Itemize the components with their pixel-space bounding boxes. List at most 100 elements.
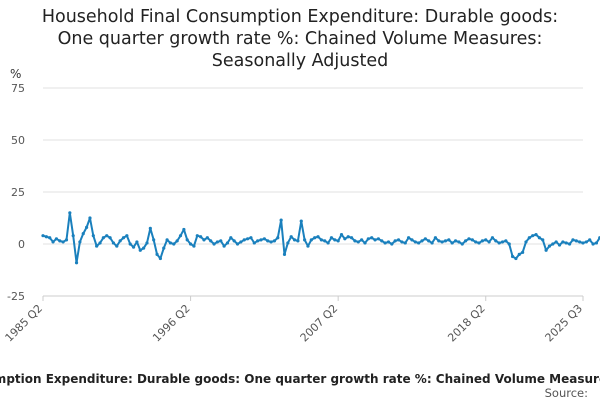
data-point xyxy=(447,238,451,242)
y-axis-ticks: 75 50 25 0 -25 xyxy=(7,82,25,303)
data-point xyxy=(453,239,458,243)
data-point xyxy=(403,241,407,245)
data-point xyxy=(396,238,401,242)
data-point xyxy=(61,240,65,244)
data-point xyxy=(205,236,209,240)
data-point xyxy=(423,237,427,241)
data-point xyxy=(313,236,317,240)
data-point xyxy=(88,216,92,220)
data-point xyxy=(336,239,340,243)
data-point xyxy=(561,240,565,244)
data-point xyxy=(504,239,508,243)
data-point xyxy=(487,240,491,244)
data-point xyxy=(48,236,52,240)
footer-source: Source: xyxy=(544,386,588,400)
chart-title-line-2: One quarter growth rate %: Chained Volum… xyxy=(57,29,543,49)
data-point xyxy=(292,238,297,242)
data-point xyxy=(366,237,370,241)
data-point xyxy=(534,233,538,237)
data-point xyxy=(252,241,256,245)
data-point xyxy=(142,246,146,250)
data-point xyxy=(383,241,387,245)
data-point xyxy=(500,240,505,244)
gridlines xyxy=(43,87,583,245)
data-point xyxy=(430,241,434,245)
data-point xyxy=(343,237,347,241)
data-point xyxy=(121,236,126,240)
data-point xyxy=(296,239,300,243)
data-point xyxy=(54,237,59,241)
data-point xyxy=(457,240,461,244)
x-tick-label: 2025 Q3 xyxy=(543,302,586,345)
data-point xyxy=(360,238,364,242)
y-tick-label: 50 xyxy=(11,134,25,147)
data-point xyxy=(386,240,391,244)
data-point xyxy=(309,238,313,242)
data-point xyxy=(527,236,531,240)
data-point xyxy=(262,237,266,241)
data-point xyxy=(591,242,595,246)
data-point xyxy=(64,238,69,242)
data-point xyxy=(81,232,85,236)
data-point xyxy=(450,241,454,245)
data-point xyxy=(235,242,240,246)
data-point xyxy=(497,241,501,245)
data-point xyxy=(490,236,495,240)
data-point xyxy=(118,239,122,243)
data-point xyxy=(346,235,350,239)
data-point xyxy=(380,239,384,243)
data-point xyxy=(188,242,193,246)
data-point xyxy=(279,218,283,222)
x-tick-label: 2018 Q2 xyxy=(445,302,488,345)
data-point xyxy=(480,239,484,243)
data-point xyxy=(178,234,183,238)
data-point xyxy=(537,236,542,240)
data-point xyxy=(91,234,95,238)
data-point xyxy=(306,244,310,248)
data-point xyxy=(547,244,552,248)
data-point xyxy=(232,239,236,243)
data-point xyxy=(437,239,441,243)
y-axis-unit-label: % xyxy=(10,67,21,81)
x-tick-label: 2007 Q2 xyxy=(298,302,341,345)
data-point xyxy=(349,236,354,240)
data-point xyxy=(581,241,585,245)
data-point xyxy=(158,256,162,261)
data-point xyxy=(551,242,555,246)
data-point xyxy=(494,239,498,243)
data-point xyxy=(356,240,360,244)
data-point xyxy=(329,236,334,240)
data-point xyxy=(209,239,213,243)
data-point xyxy=(571,238,575,242)
data-point xyxy=(111,241,116,245)
data-point xyxy=(135,240,139,244)
data-point xyxy=(376,237,380,241)
data-point xyxy=(427,239,431,243)
data-point xyxy=(182,227,186,232)
data-point xyxy=(417,241,421,245)
data-point xyxy=(229,236,233,240)
data-point xyxy=(567,242,572,246)
data-point xyxy=(323,239,327,243)
footer-caption-text: Household Final Consumption Expenditure:… xyxy=(0,372,600,386)
data-point xyxy=(272,239,277,243)
data-point xyxy=(199,235,203,239)
data-point xyxy=(440,240,444,244)
data-point xyxy=(172,242,176,246)
data-point xyxy=(222,244,226,248)
data-point xyxy=(256,239,260,243)
x-tick-label: 1985 Q2 xyxy=(3,302,46,345)
data-point xyxy=(269,240,273,244)
data-point xyxy=(152,238,156,242)
data-point xyxy=(524,240,528,244)
data-point xyxy=(326,241,330,245)
data-point xyxy=(202,238,206,242)
data-point xyxy=(316,235,320,239)
data-point xyxy=(125,234,129,238)
data-point xyxy=(413,240,417,244)
chart-title-line-1: Household Final Consumption Expenditure:… xyxy=(41,7,559,27)
chart-title-line-3: Seasonally Adjusted xyxy=(211,51,389,71)
data-point xyxy=(145,241,149,245)
data-point xyxy=(138,248,142,252)
